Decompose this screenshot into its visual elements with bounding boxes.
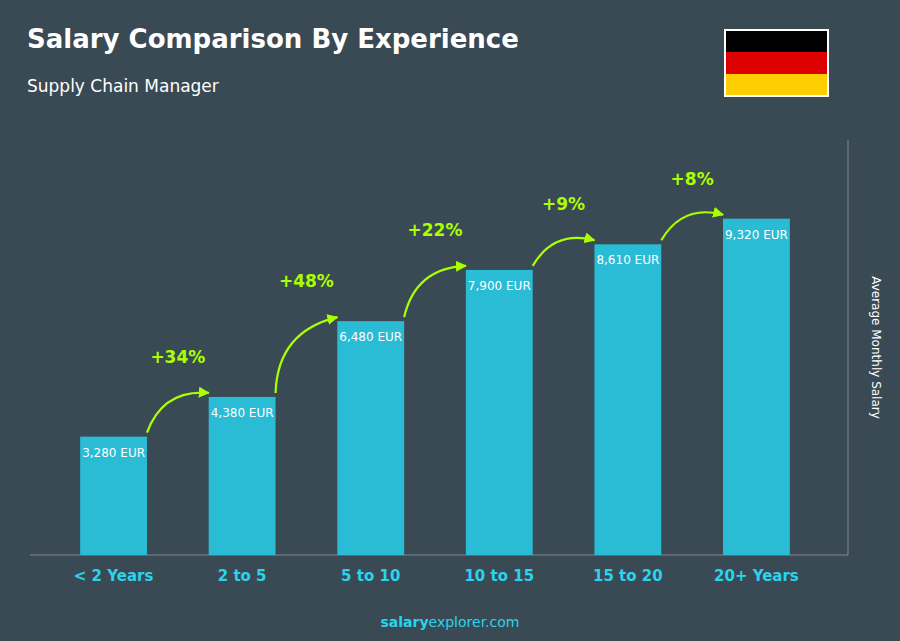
x-tick-label: 10 to 15 — [464, 567, 534, 585]
y-axis-label: Average Monthly Salary — [869, 276, 883, 419]
bar — [209, 397, 276, 555]
change-arrow — [276, 317, 338, 393]
y-axis-line — [848, 140, 849, 555]
change-label: +34% — [150, 347, 205, 367]
change-arrow — [533, 238, 595, 266]
value-label: 7,900 EUR — [468, 279, 531, 293]
x-tick-label: 15 to 20 — [593, 567, 663, 585]
footer-part: explorer.com — [429, 614, 520, 630]
flag-border — [725, 30, 828, 96]
flag-stripe — [725, 74, 828, 96]
value-label: 3,280 EUR — [82, 446, 145, 460]
title: Salary Comparison By Experience — [27, 24, 519, 54]
change-arrow — [147, 393, 209, 433]
footer: salaryexplorer.com — [381, 614, 520, 630]
bar — [80, 437, 147, 555]
x-tick-label: 5 to 10 — [341, 567, 400, 585]
chart: Salary Comparison By Experience Supply Ch… — [0, 0, 900, 641]
subtitle: Supply Chain Manager — [27, 76, 219, 96]
change-arrow — [404, 266, 466, 317]
bar — [723, 219, 790, 555]
change-label: +48% — [279, 271, 334, 291]
x-tick-label: < 2 Years — [74, 567, 154, 585]
x-tick-label: 2 to 5 — [218, 567, 267, 585]
flag-stripe — [725, 52, 828, 74]
flag — [725, 30, 828, 96]
bar — [466, 270, 533, 555]
x-tick-label: 20+ Years — [714, 567, 799, 585]
change-label: +22% — [408, 220, 463, 240]
change-arrow — [661, 212, 723, 240]
flag-stripe — [725, 30, 828, 52]
bar — [594, 244, 661, 555]
footer-part: salary — [381, 614, 429, 630]
change-label: +8% — [671, 169, 714, 189]
change-label: +9% — [542, 194, 585, 214]
value-label: 9,320 EUR — [725, 228, 788, 242]
value-label: 4,380 EUR — [211, 406, 274, 420]
value-label: 6,480 EUR — [339, 330, 402, 344]
bars — [80, 219, 790, 555]
background — [0, 0, 900, 641]
value-label: 8,610 EUR — [596, 253, 659, 267]
bar — [337, 321, 404, 555]
